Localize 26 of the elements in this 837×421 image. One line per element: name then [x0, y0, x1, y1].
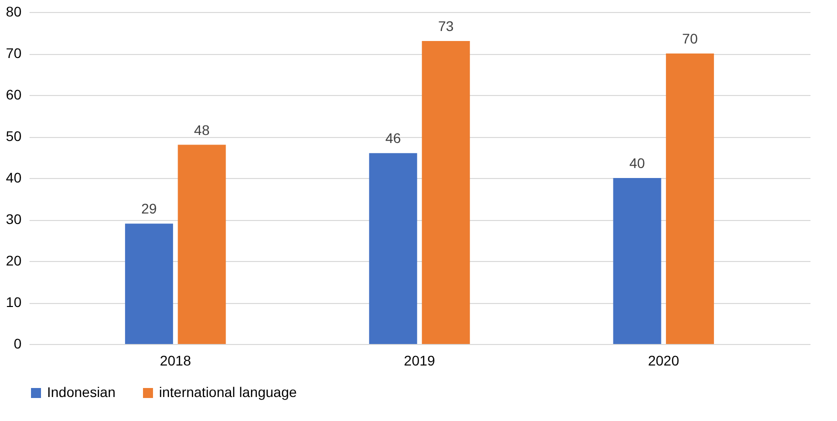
y-tick-label: 10: [6, 294, 22, 310]
x-tick-label: 2018: [160, 352, 192, 368]
y-tick-label: 0: [14, 336, 22, 352]
bar: [422, 41, 470, 344]
bar: [666, 54, 714, 344]
data-label: 46: [385, 130, 402, 146]
data-label: 73: [438, 18, 454, 34]
bar: [178, 144, 226, 344]
bar: [125, 224, 174, 344]
y-tick-label: 80: [6, 4, 22, 20]
y-tick-label: 60: [6, 86, 22, 102]
x-tick-label: 2020: [648, 352, 680, 368]
y-tick-label: 70: [6, 45, 22, 61]
x-tick-label: 2019: [404, 352, 436, 368]
legend-label: Indonesian: [47, 384, 116, 400]
y-tick-label: 40: [6, 170, 22, 186]
y-tick-label: 50: [6, 128, 22, 144]
bar: [613, 178, 662, 344]
legend-label: international language: [159, 384, 297, 400]
data-label: 48: [194, 122, 210, 138]
y-tick-label: 30: [6, 211, 22, 227]
data-label: 29: [141, 200, 158, 217]
bar: [369, 153, 418, 344]
data-label: 40: [629, 155, 646, 171]
data-label: 70: [682, 30, 698, 46]
y-tick-label: 20: [6, 252, 22, 268]
